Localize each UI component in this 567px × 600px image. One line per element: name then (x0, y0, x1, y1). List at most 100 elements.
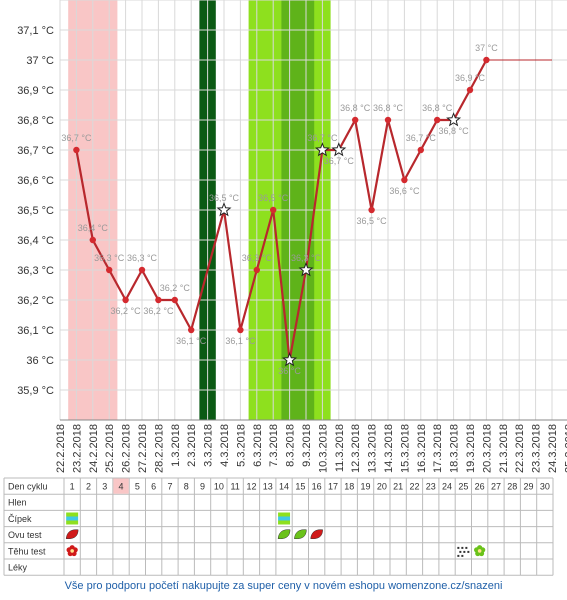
cervix-stripe (278, 516, 291, 521)
data-point (483, 56, 490, 64)
y-tick-label: 36,8 °C (17, 115, 54, 127)
cervix-stripe (66, 512, 79, 517)
cervix-striped-icon (278, 512, 291, 525)
day-number: 1 (70, 482, 75, 492)
star-marker (216, 202, 232, 217)
y-tick-label: 36,4 °C (17, 235, 54, 247)
cervix-stripe (66, 516, 79, 521)
green-flower-icon (474, 545, 486, 557)
data-label: 36,7 °C (61, 133, 92, 143)
leaf-shape (310, 529, 323, 540)
red-flower-icon (66, 545, 78, 557)
y-tick-label: 36,3 °C (17, 265, 54, 277)
row-label: Léky (8, 563, 28, 573)
x-tick-label: 2.3.2018 (186, 424, 198, 467)
x-tick-label: 16.3.2018 (416, 424, 428, 473)
pattern-dot (457, 554, 460, 557)
day-number: 4 (119, 482, 124, 492)
y-tick-label: 36,5 °C (17, 205, 54, 217)
day-number: 11 (230, 482, 239, 492)
pattern-dot (463, 550, 466, 553)
x-tick-label: 13.3.2018 (367, 424, 379, 473)
y-tick-label: 35,9 °C (17, 385, 54, 397)
data-label: 37 °C (475, 43, 498, 53)
day-number: 18 (344, 482, 354, 492)
x-tick-label: 24.3.2018 (547, 424, 559, 473)
pattern-dot (461, 546, 464, 549)
green-leaf-icon (294, 529, 307, 540)
row-label-day: Den cyklu (8, 482, 48, 492)
y-tick-label: 37 °C (26, 55, 54, 67)
data-label: 36,3 °C (127, 253, 158, 263)
leaf-shape (65, 529, 79, 540)
x-tick-label: 17.3.2018 (432, 424, 444, 473)
data-label: 36,1 °C (176, 336, 207, 346)
day-number: 21 (393, 482, 403, 492)
x-tick-label: 20.3.2018 (481, 424, 493, 473)
row-label: Čípek (8, 514, 32, 524)
x-tick-label: 15.3.2018 (399, 424, 411, 473)
red-leaf-icon (310, 529, 323, 540)
data-point (106, 266, 113, 274)
day-number: 5 (135, 482, 140, 492)
x-tick-label: 5.3.2018 (235, 424, 247, 467)
pattern-dot (461, 554, 464, 557)
x-tick-label: 6.3.2018 (252, 424, 264, 467)
data-point (401, 176, 408, 184)
y-tick-label: 36,7 °C (17, 145, 54, 157)
y-tick-label: 37,1 °C (17, 25, 54, 37)
x-tick-label: 23.3.2018 (531, 424, 543, 473)
x-tick-label: 24.2.2018 (88, 424, 100, 473)
data-point (138, 266, 146, 274)
question-pattern-icon (457, 546, 470, 557)
x-tick-label: 10.3.2018 (317, 424, 329, 473)
x-tick-label: 26.2.2018 (121, 424, 133, 473)
data-point (89, 236, 97, 244)
leaf-shape (277, 529, 291, 540)
data-label: 36,3 °C (94, 253, 125, 263)
data-label: 36,2 °C (111, 306, 142, 316)
day-number: 30 (540, 482, 550, 492)
pattern-dot (465, 546, 468, 549)
data-point (171, 296, 178, 304)
x-tick-label: 25.3.2018 (563, 424, 567, 473)
data-label: 36,7 °C (307, 133, 338, 143)
data-label: 36,9 °C (455, 73, 486, 83)
row-label: Hlen (8, 498, 27, 508)
day-number: 17 (328, 482, 338, 492)
day-number: 13 (263, 482, 273, 492)
pattern-dot (467, 550, 470, 553)
day-number: 24 (442, 482, 452, 492)
data-label: 36,2 °C (143, 306, 174, 316)
day-number: 26 (475, 482, 485, 492)
day-number: 22 (409, 482, 419, 492)
y-tick-label: 36 °C (26, 355, 54, 367)
day-number: 23 (426, 482, 436, 492)
star-marker (282, 352, 298, 367)
day-number: 28 (507, 482, 517, 492)
day-number: 12 (246, 482, 256, 492)
x-tick-label: 21.3.2018 (498, 424, 510, 473)
cervix-stripe (278, 512, 291, 517)
day-number: 10 (214, 482, 224, 492)
x-tick-label: 3.3.2018 (203, 424, 215, 467)
green-leaf-icon (277, 529, 291, 540)
shop-footer-link[interactable]: Vše pro podporu početí nakupujte za supe… (64, 580, 503, 592)
day-number: 27 (491, 482, 501, 492)
x-tick-label: 28.2.2018 (153, 424, 165, 473)
data-point (384, 116, 392, 124)
day-number: 3 (102, 482, 107, 492)
data-label: 36,3 °C (242, 253, 273, 263)
data-label: 36,8 °C (340, 103, 371, 113)
day-number: 20 (377, 482, 387, 492)
data-label: 36,7 °C (406, 133, 437, 143)
star-marker (314, 142, 330, 157)
data-label: 36,5 °C (258, 193, 289, 203)
data-label: 36,3 °C (291, 253, 322, 263)
data-point (122, 296, 129, 304)
data-label: 36 °C (278, 366, 301, 376)
data-point (155, 296, 162, 304)
data-point (253, 266, 260, 274)
day-number: 7 (167, 482, 172, 492)
